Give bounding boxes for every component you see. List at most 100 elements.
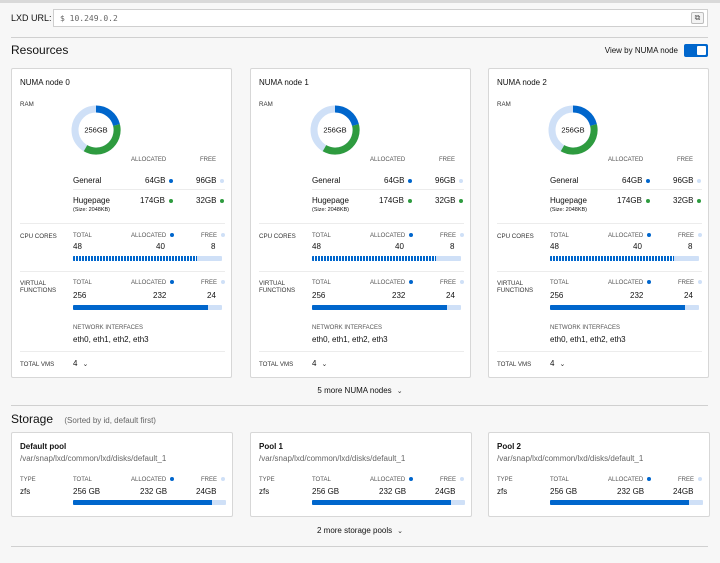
cpu-usage-fill <box>312 256 437 261</box>
vf-allocated-header: ALLOCATED <box>608 280 652 286</box>
ram-general-allocated: 64GB <box>384 176 413 185</box>
cpu-free-header-text: FREE <box>440 233 457 239</box>
cpu-allocated-value: 40 <box>633 242 642 251</box>
ram-general-allocated-value: 64GB <box>384 176 405 185</box>
more-numa-nodes-button[interactable]: 5 more NUMA nodes ⌄ <box>0 386 720 395</box>
vf-allocated-value: 232 <box>153 291 167 300</box>
vf-usage-bar <box>312 305 461 310</box>
toggle-label: View by NUMA node <box>604 46 678 55</box>
ram-donut-general <box>95 105 120 127</box>
network-interfaces-value: eth0, eth1, eth2, eth3 <box>550 335 626 344</box>
storage-title: Storage (Sorted by id, default first) <box>11 412 156 426</box>
pool-allocated-header: ALLOCATED <box>370 477 414 483</box>
network-interfaces-header: NETWORK INTERFACES <box>73 325 144 331</box>
vf-allocated-header: ALLOCATED <box>370 280 414 286</box>
cpu-allocated-header-text: ALLOCATED <box>131 233 167 239</box>
cpu-free-header: FREE <box>201 233 226 239</box>
ram-hugepage-free-value: 32GB <box>673 196 694 205</box>
chevron-down-icon: ⌄ <box>82 361 89 368</box>
chevron-down-icon: ⌄ <box>397 528 404 535</box>
lxd-url-input[interactable]: $ 10.249.0.2 ⧉ <box>53 9 708 27</box>
ram-hugepage-allocated: 174GB <box>617 196 650 205</box>
pool-usage-bar <box>312 500 465 505</box>
network-interfaces-value: eth0, eth1, eth2, eth3 <box>312 335 388 344</box>
ram-general-allocated-value: 64GB <box>622 176 643 185</box>
pool-allocated-header: ALLOCATED <box>131 477 175 483</box>
ram-hugepage-free: 32GB <box>196 196 225 205</box>
cpu-allocated-header-text: ALLOCATED <box>370 233 406 239</box>
ram-donut-label: 256GB <box>84 126 107 135</box>
ram-allocated-header: ALLOCATED <box>608 157 644 163</box>
vf-usage-fill <box>550 305 685 310</box>
toggle-switch[interactable] <box>684 44 708 57</box>
cpu-total-header: TOTAL <box>312 233 331 239</box>
numa-node-title: NUMA node 2 <box>497 78 547 87</box>
numa-node-card: NUMA node 1 RAM 256GB ALLOCATED FREE Gen… <box>250 68 471 378</box>
light-blue-dot-icon <box>459 178 464 183</box>
vf-free-header-text: FREE <box>201 280 218 286</box>
section-separator <box>20 223 225 224</box>
light-blue-dot-icon <box>460 233 465 238</box>
storage-pool-name: Default pool <box>20 442 67 451</box>
ram-label: RAM <box>497 101 511 108</box>
cpu-free-header: FREE <box>678 233 703 239</box>
blue-dot-icon <box>170 233 175 238</box>
resources-title: Resources <box>11 43 69 57</box>
ram-general-allocated: 64GB <box>145 176 174 185</box>
pool-allocated-value: 232 GB <box>140 487 168 496</box>
cpu-usage-bar <box>73 256 222 261</box>
green-dot-icon <box>220 198 225 203</box>
ram-hugepage-allocated-value: 174GB <box>140 196 165 205</box>
storage-pool-card: Pool 2 /var/snap/lxd/common/lxd/disks/de… <box>488 432 710 517</box>
blue-dot-icon <box>409 477 414 482</box>
ram-hugepage-size: (Size: 2048KB) <box>550 207 587 213</box>
ram-hugepage-allocated: 174GB <box>379 196 412 205</box>
blue-dot-icon <box>169 178 174 183</box>
storage-pool-card: Pool 1 /var/snap/lxd/common/lxd/disks/de… <box>250 432 472 517</box>
cpu-free-header-text: FREE <box>678 233 695 239</box>
vf-allocated-header-text: ALLOCATED <box>131 280 167 286</box>
copy-icon[interactable]: ⧉ <box>691 12 704 24</box>
total-vms-dropdown[interactable]: 4 ⌄ <box>73 359 88 368</box>
total-vms-label: TOTAL VMS <box>497 361 532 368</box>
cpu-total-header: TOTAL <box>550 233 569 239</box>
light-blue-dot-icon <box>460 477 465 482</box>
cpu-cores-label: CPU CORES <box>20 233 57 240</box>
ram-hugepage-allocated: 174GB <box>140 196 173 205</box>
vf-free-header: FREE <box>440 280 465 286</box>
cpu-allocated-header: ALLOCATED <box>608 233 652 239</box>
vf-allocated-header: ALLOCATED <box>131 280 175 286</box>
pool-usage-bar <box>73 500 226 505</box>
storage-pool-card: Default pool /var/snap/lxd/common/lxd/di… <box>11 432 233 517</box>
lxd-url-row: LXD URL: $ 10.249.0.2 ⧉ <box>11 9 708 27</box>
total-vms-dropdown[interactable]: 4 ⌄ <box>550 359 565 368</box>
cpu-cores-label: CPU CORES <box>259 233 296 240</box>
total-vms-dropdown[interactable]: 4 ⌄ <box>312 359 327 368</box>
more-storage-pools-button[interactable]: 2 more storage pools ⌄ <box>0 526 720 535</box>
cpu-free-value: 8 <box>688 242 693 251</box>
chevron-down-icon: ⌄ <box>559 361 566 368</box>
ram-hugepage-free: 32GB <box>673 196 702 205</box>
light-blue-dot-icon <box>221 477 226 482</box>
pool-free-header-text: FREE <box>440 477 457 483</box>
pool-free-header: FREE <box>201 477 226 483</box>
blue-dot-icon <box>170 280 175 285</box>
ram-donut-label: 256GB <box>561 126 584 135</box>
ram-hugepage-free-value: 32GB <box>435 196 456 205</box>
numa-node-card: NUMA node 2 RAM 256GB ALLOCATED FREE Gen… <box>488 68 709 378</box>
ram-hugepage-free-value: 32GB <box>196 196 217 205</box>
toggle-knob <box>697 46 706 55</box>
light-blue-dot-icon <box>220 178 225 183</box>
pool-total-header: TOTAL <box>73 477 92 483</box>
section-separator <box>259 271 464 272</box>
section-separator <box>20 271 225 272</box>
light-blue-dot-icon <box>698 280 703 285</box>
vf-label-line-1: VIRTUAL <box>497 280 524 287</box>
total-vms-value: 4 <box>312 359 317 368</box>
pool-usage-fill <box>73 500 212 505</box>
ram-allocated-header: ALLOCATED <box>131 157 167 163</box>
ram-donut-chart: 256GB <box>548 105 598 155</box>
ram-donut-hugepage <box>322 124 360 155</box>
resources-divider <box>11 405 708 406</box>
pool-free-value: 24GB <box>673 487 694 496</box>
